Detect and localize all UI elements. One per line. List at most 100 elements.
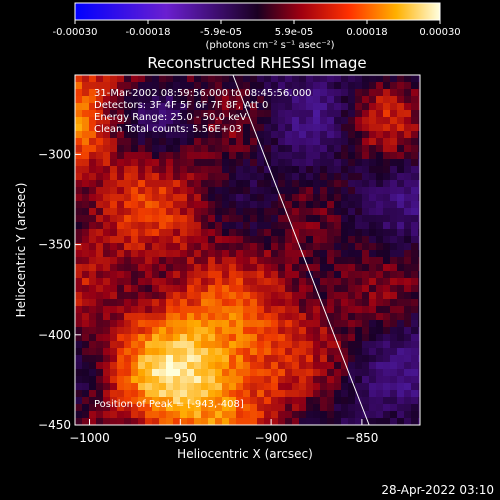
heatmap-cell [320, 131, 328, 139]
heatmap-cell [278, 229, 286, 237]
heatmap-cell [390, 271, 398, 279]
heatmap-cell [180, 327, 188, 335]
heatmap-cell [299, 355, 307, 363]
heatmap-cell [355, 124, 363, 132]
heatmap-cell [145, 229, 153, 237]
heatmap-cell [341, 348, 349, 356]
heatmap-cell [271, 285, 279, 293]
heatmap-cell [264, 306, 272, 314]
heatmap-cell [271, 75, 279, 83]
heatmap-cell [194, 89, 202, 97]
heatmap-cell [173, 264, 181, 272]
heatmap-cell [257, 348, 265, 356]
y-tick-label: −450 [38, 418, 71, 432]
heatmap-cell [96, 236, 104, 244]
heatmap-cell [334, 96, 342, 104]
heatmap-cell [278, 131, 286, 139]
heatmap-cell [376, 96, 384, 104]
heatmap-cell [327, 418, 335, 425]
heatmap-cell [327, 362, 335, 370]
heatmap-cell [103, 110, 111, 118]
heatmap-cell [117, 138, 125, 146]
heatmap-cell [215, 236, 223, 244]
heatmap-cell [278, 173, 286, 181]
heatmap-cell [75, 397, 83, 405]
heatmap-cell [89, 390, 97, 398]
heatmap-cell [201, 292, 209, 300]
heatmap-cell [229, 278, 237, 286]
heatmap-cell [243, 75, 251, 83]
heatmap-cell [264, 173, 272, 181]
heatmap-cell [306, 278, 314, 286]
heatmap-cell [341, 250, 349, 258]
heatmap-cell [82, 96, 90, 104]
heatmap-cell [75, 334, 83, 342]
heatmap-cell [397, 257, 405, 265]
heatmap-cell [236, 75, 244, 83]
heatmap-cell [222, 383, 230, 391]
heatmap-cell [383, 96, 391, 104]
heatmap-cell [145, 138, 153, 146]
heatmap-cell [327, 271, 335, 279]
heatmap-cell [411, 292, 419, 300]
heatmap-cell [355, 222, 363, 230]
heatmap-cell [341, 124, 349, 132]
plot-frame [74, 74, 421, 426]
heatmap-cell [145, 75, 153, 83]
heatmap-cell [75, 96, 83, 104]
heatmap-cell [327, 222, 335, 230]
heatmap-cell [96, 75, 104, 83]
heatmap-cell [243, 243, 251, 251]
heatmap-cell [383, 180, 391, 188]
heatmap-cell [390, 117, 398, 125]
heatmap-cell [194, 180, 202, 188]
heatmap-cell [411, 124, 419, 132]
heatmap-cell [194, 103, 202, 111]
heatmap-cell [383, 110, 391, 118]
heatmap-cell [320, 292, 328, 300]
heatmap-cell [327, 75, 335, 83]
heatmap-cell [313, 187, 321, 195]
heatmap-cell [355, 334, 363, 342]
heatmap-cell [201, 82, 209, 90]
heatmap-cell [215, 250, 223, 258]
heatmap-cell [306, 376, 314, 384]
heatmap-cell [362, 355, 370, 363]
heatmap-cell [236, 215, 244, 223]
heatmap-cell [194, 299, 202, 307]
heatmap-cell [285, 278, 293, 286]
heatmap-cell [397, 173, 405, 181]
heatmap-cell [327, 369, 335, 377]
heatmap-cell [306, 348, 314, 356]
heatmap-cell [320, 215, 328, 223]
heatmap-cell [166, 292, 174, 300]
heatmap-cell [411, 383, 419, 391]
heatmap-cell [390, 348, 398, 356]
heatmap-cell [138, 369, 146, 377]
heatmap-cell [376, 166, 384, 174]
heatmap-cell [355, 320, 363, 328]
heatmap-cell [355, 145, 363, 153]
heatmap-cell [159, 138, 167, 146]
heatmap-cell [390, 264, 398, 272]
heatmap-cell [250, 341, 258, 349]
heatmap-cell [110, 404, 118, 412]
heatmap-cell [285, 173, 293, 181]
heatmap-cell [110, 334, 118, 342]
heatmap-cell [327, 131, 335, 139]
heatmap-cell [250, 264, 258, 272]
heatmap-cell [243, 96, 251, 104]
heatmap-cell [243, 236, 251, 244]
heatmap-cell [208, 390, 216, 398]
heatmap-cell [117, 243, 125, 251]
heatmap-cell [138, 138, 146, 146]
heatmap-cell [278, 278, 286, 286]
heatmap-cell [75, 159, 83, 167]
heatmap-cell [257, 306, 265, 314]
heatmap-cell [89, 306, 97, 314]
colorbar-ticks [74, 20, 441, 24]
heatmap-cell [166, 222, 174, 230]
heatmap-cell [103, 313, 111, 321]
heatmap-cell [299, 152, 307, 160]
heatmap-cell [292, 306, 300, 314]
